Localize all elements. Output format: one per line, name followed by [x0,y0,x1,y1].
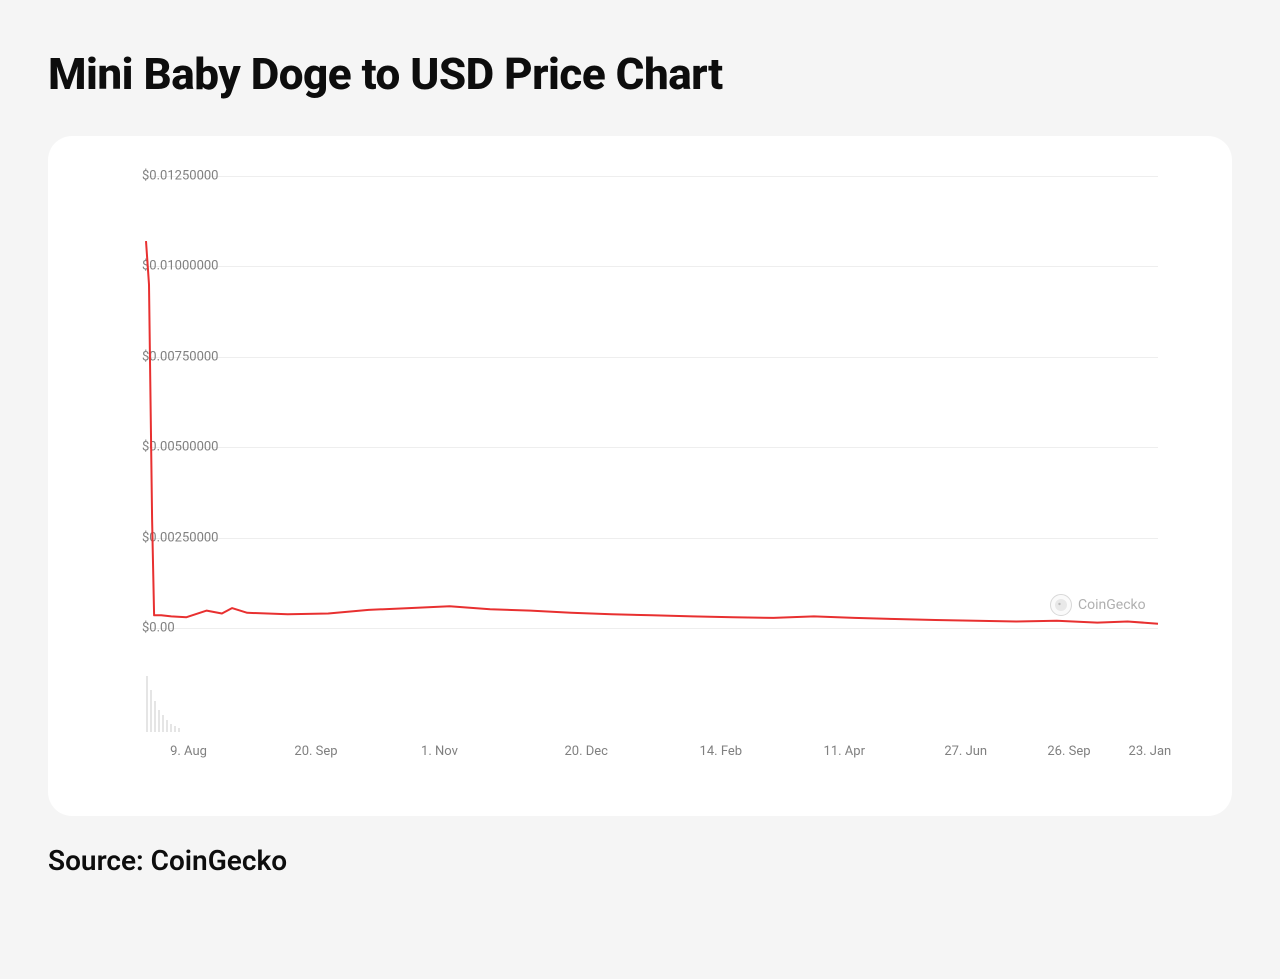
page-title: Mini Baby Doge to USD Price Chart [48,48,1232,100]
price-line-chart [88,168,1168,638]
x-axis-label: 23. Jan [1129,744,1172,759]
chart-area: $0.00$0.00250000$0.00500000$0.00750000$0… [88,168,1192,792]
volume-bar [154,701,156,732]
coingecko-watermark: CoinGecko [1050,594,1146,616]
x-axis-label: 27. Jun [944,744,987,759]
source-label: Source: CoinGecko [48,844,1232,877]
volume-bar [162,715,164,732]
x-axis-label: 14. Feb [700,744,743,759]
x-axis-label: 9. Aug [170,744,207,759]
x-axis-label: 1. Nov [421,744,458,759]
volume-bar [146,676,148,732]
x-axis-label: 11. Apr [824,744,865,759]
price-line [146,241,1158,624]
volume-bar [158,710,160,732]
coingecko-watermark-label: CoinGecko [1078,597,1146,613]
chart-card: $0.00$0.00250000$0.00500000$0.00750000$0… [48,136,1232,816]
volume-bar [174,726,176,732]
page-container: Mini Baby Doge to USD Price Chart $0.00$… [0,0,1280,925]
x-axis-label: 26. Sep [1047,744,1090,759]
x-axis-label: 20. Sep [294,744,337,759]
volume-bar [178,728,180,732]
volume-bar [170,724,172,732]
x-axis-label: 20. Dec [564,744,608,759]
volume-bar [150,690,152,732]
volume-bar [166,720,168,732]
coingecko-icon [1050,594,1072,616]
